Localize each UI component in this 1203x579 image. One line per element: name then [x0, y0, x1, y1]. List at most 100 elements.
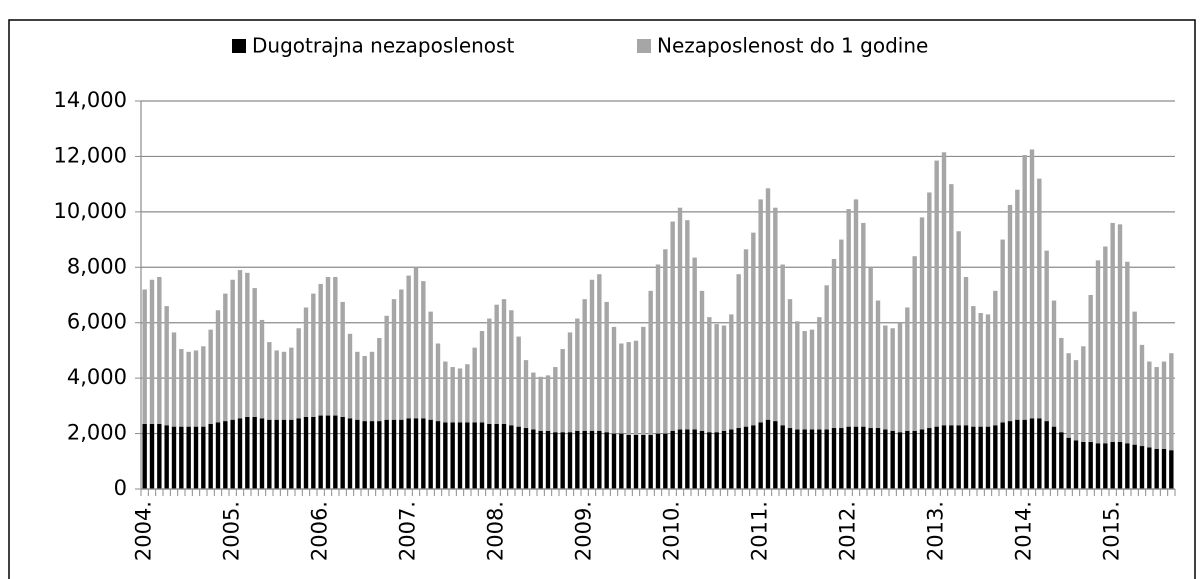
bar-segment	[626, 342, 631, 435]
bar-segment	[1132, 444, 1137, 489]
bar-segment	[1110, 441, 1115, 489]
bar-segment	[802, 429, 807, 489]
bar-segment	[303, 416, 309, 489]
bar-segment	[472, 347, 477, 423]
bar-segment	[1103, 246, 1108, 444]
y-tick-label: 0	[114, 476, 127, 500]
bar-segment	[1088, 441, 1093, 489]
bar-segment	[311, 416, 316, 489]
bar-segment	[377, 421, 382, 489]
bar-segment	[237, 418, 243, 489]
bar-segment	[1015, 419, 1020, 489]
bar-segment	[340, 416, 345, 489]
bar-segment	[164, 306, 169, 426]
bar-segment	[208, 423, 213, 489]
bar-segment	[978, 426, 983, 489]
bar-segment	[765, 188, 771, 420]
bar-segment	[883, 325, 888, 430]
bar-segment	[861, 426, 866, 489]
bar-segment	[325, 415, 331, 489]
bar-segment	[934, 426, 939, 489]
bar-segment	[523, 360, 529, 429]
bar-segment	[934, 160, 939, 427]
bar-segment	[1066, 437, 1071, 489]
bar-segment	[655, 433, 661, 489]
bar-segment	[340, 301, 345, 417]
bar-segment	[780, 425, 785, 489]
bar-segment	[1117, 441, 1123, 489]
bar-segment	[795, 429, 800, 489]
bar-segment	[905, 307, 910, 431]
bar-segment	[494, 304, 499, 424]
bar-segment	[949, 425, 954, 489]
bar-segment	[641, 326, 646, 435]
bar-segment	[377, 337, 382, 422]
bar-segment	[853, 199, 859, 427]
bar-segment	[142, 423, 147, 489]
bar-segment	[450, 422, 455, 489]
bar-segment	[384, 419, 389, 489]
bar-segment	[890, 328, 895, 431]
bar-segment	[384, 315, 389, 420]
bar-segment	[1147, 361, 1152, 448]
bar-segment	[956, 425, 961, 489]
bar-segment	[670, 221, 675, 431]
bar-segment	[1022, 155, 1027, 420]
bar-segment	[1081, 441, 1086, 489]
bar-segment	[875, 300, 881, 429]
bar-segment	[208, 329, 213, 424]
bar-segment	[1000, 422, 1005, 489]
bar-segment	[1059, 337, 1064, 433]
bar-segment	[824, 285, 829, 430]
bar-segment	[296, 418, 301, 489]
bar-segment	[267, 419, 272, 489]
bar-segment	[1007, 204, 1013, 422]
bar-segment	[193, 426, 199, 489]
bar-segment	[333, 415, 338, 489]
bar-segment	[157, 423, 162, 489]
bar-segment	[391, 299, 397, 420]
bar-segment	[509, 425, 514, 489]
bar-segment	[582, 430, 587, 489]
bar-segment	[787, 299, 793, 429]
bar-segment	[465, 422, 470, 489]
bar-segment	[692, 429, 697, 489]
bar-segment	[758, 422, 763, 489]
bar-segment	[421, 281, 426, 419]
bar-segment	[487, 318, 492, 424]
bar-segment	[655, 264, 661, 434]
bar-segment	[1161, 361, 1167, 449]
bar-segment	[597, 274, 602, 431]
bar-segment	[1007, 421, 1013, 489]
bar-segment	[560, 432, 565, 489]
bar-segment	[648, 290, 653, 435]
bar-segment	[846, 209, 851, 427]
bar-segment	[743, 426, 749, 489]
bar-segment	[428, 419, 433, 489]
bar-segment	[494, 423, 499, 489]
bar-segment	[531, 372, 536, 430]
legend-swatch	[637, 39, 651, 53]
bar-segment	[743, 249, 749, 427]
bar-segment	[707, 432, 712, 489]
bar-segment	[413, 267, 419, 419]
bar-segment	[362, 355, 367, 422]
bar-segment	[927, 428, 932, 489]
bar-segment	[193, 350, 199, 427]
y-tick-label: 4,000	[67, 365, 127, 389]
legend-label: Nezaposlenost do 1 godine	[657, 34, 928, 58]
bar-segment	[861, 222, 866, 427]
bar-segment	[905, 430, 910, 489]
bar-segment	[663, 249, 668, 434]
bar-segment	[369, 351, 375, 422]
bar-segment	[289, 347, 294, 420]
bar-segment	[318, 415, 323, 489]
bar-segment	[1073, 440, 1079, 489]
bar-segment	[450, 367, 455, 423]
bar-segment	[604, 432, 609, 489]
bar-segment	[223, 293, 228, 422]
bar-segment	[325, 276, 331, 416]
bar-segment	[839, 428, 844, 489]
x-tick-label: 2009.	[572, 501, 596, 561]
